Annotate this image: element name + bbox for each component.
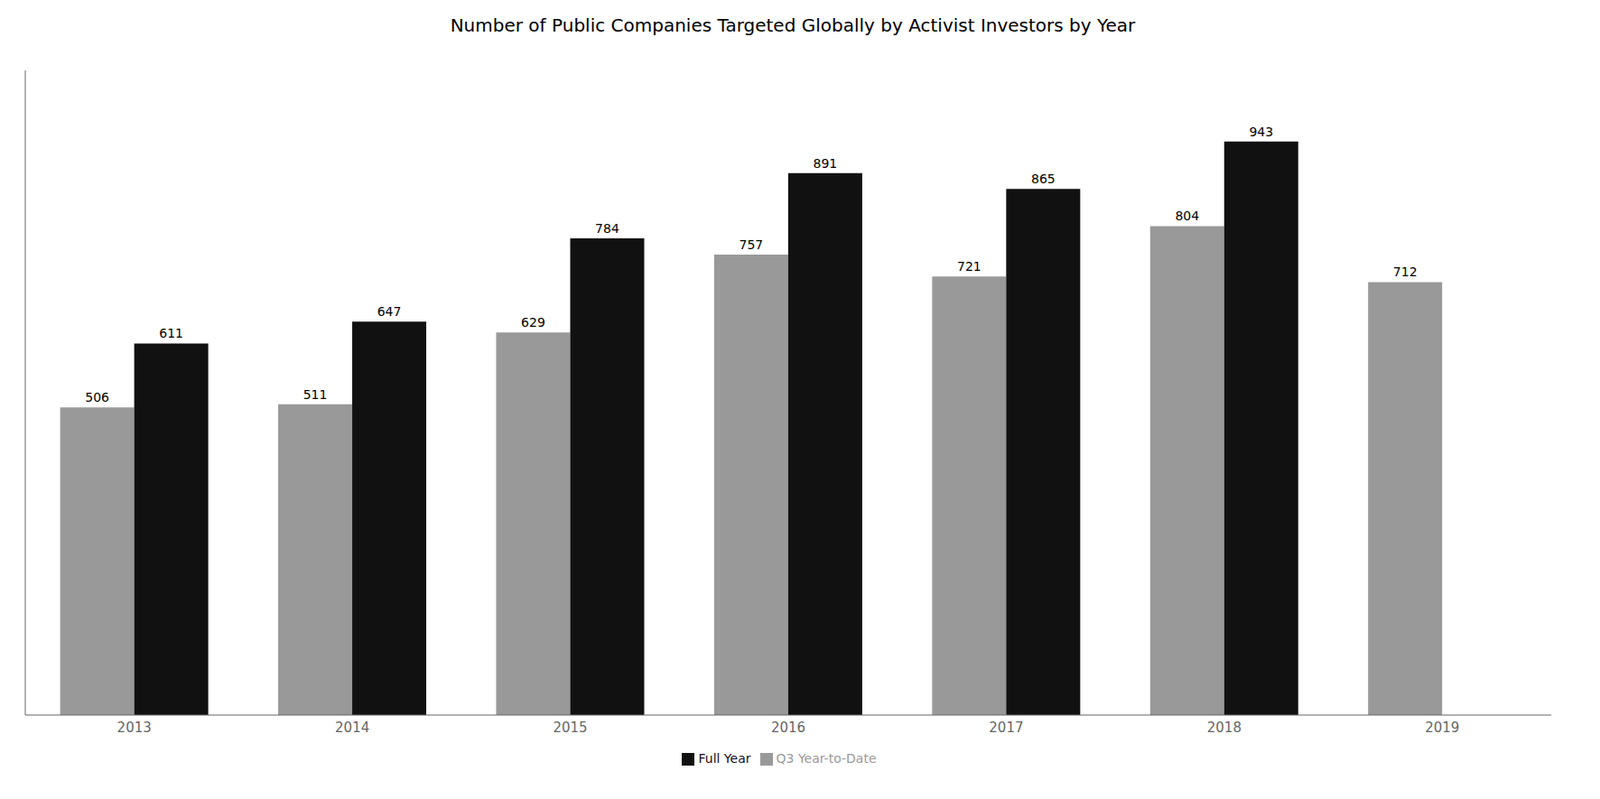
svg-text:943: 943 xyxy=(1248,124,1274,140)
svg-text:506: 506 xyxy=(84,390,110,405)
html-text:Q3 Year-to-Date: Q3 Year-to-Date xyxy=(776,751,877,766)
svg-text:647: 647 xyxy=(377,304,402,319)
html-text:Number of Public Companies Tar: Number of Public Companies Targeted Glob… xyxy=(450,14,1136,37)
svg-text:629: 629 xyxy=(520,315,546,330)
svg-text:2019: 2019 xyxy=(1424,719,1460,736)
svg-text:804: 804 xyxy=(1174,208,1200,224)
svg-text:865: 865 xyxy=(1031,171,1056,187)
svg-text:2016: 2016 xyxy=(771,719,806,736)
svg-text:891: 891 xyxy=(813,156,838,171)
svg-text:2018: 2018 xyxy=(1207,719,1242,736)
svg-text:611: 611 xyxy=(158,325,184,341)
svg-text:2017: 2017 xyxy=(988,719,1024,736)
svg-text:2013: 2013 xyxy=(117,719,152,736)
svg-text:511: 511 xyxy=(303,387,328,402)
html-text:Full Year: Full Year xyxy=(698,751,751,766)
svg-text:712: 712 xyxy=(1393,264,1418,280)
svg-text:2015: 2015 xyxy=(552,719,587,736)
svg-text:721: 721 xyxy=(957,259,982,274)
svg-text:784: 784 xyxy=(595,221,620,236)
svg-text:757: 757 xyxy=(739,237,764,252)
svg-text:2014: 2014 xyxy=(334,719,370,736)
